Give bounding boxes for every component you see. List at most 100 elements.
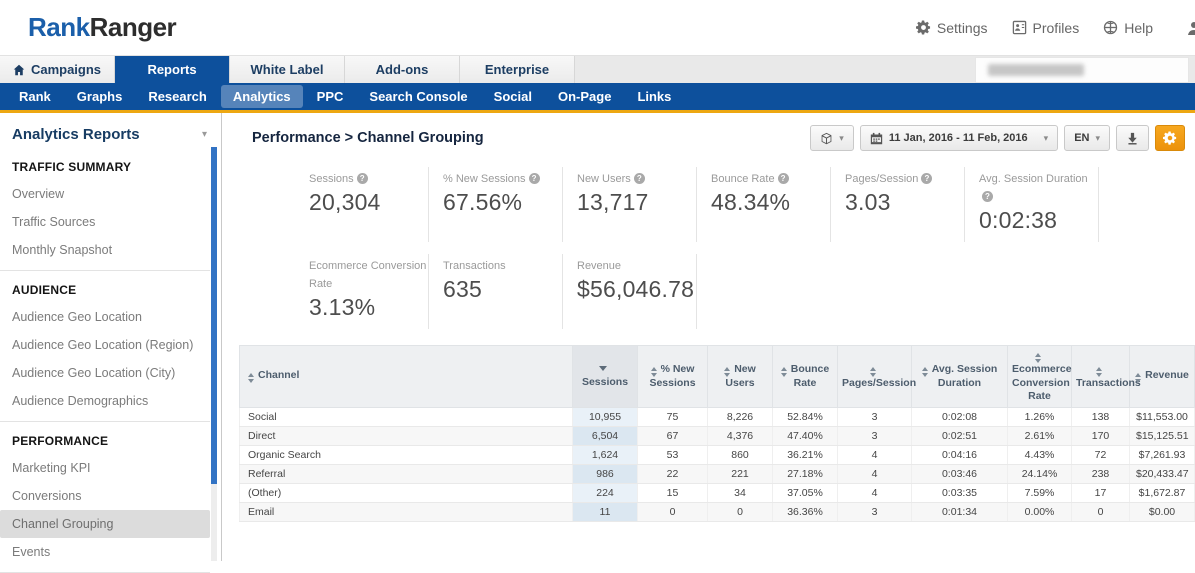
help-tooltip-icon[interactable]: ? [633,173,645,184]
stat-label: Pages/Session [845,173,919,185]
table-cell: 47.40% [772,426,838,446]
column-header-new-sessions[interactable]: % New Sessions [637,345,708,408]
sidebar-item-audience-geo-location-city[interactable]: Audience Geo Location (City) [12,366,176,380]
column-header-ecommerce-conversion-rate[interactable]: Ecommerce Conversion Rate [1007,345,1072,408]
sidebar-item-events[interactable]: Events [12,545,51,559]
sort-both-icon [1095,366,1102,377]
column-label: New Users [725,362,756,389]
tab-label: Add-ons [375,62,429,77]
stat-value: 20,304 [309,189,381,215]
column-label: Revenue [1145,369,1189,382]
sidebar-item-conversions[interactable]: Conversions [12,489,82,503]
help-tooltip-icon[interactable]: ? [921,173,933,184]
help-menu[interactable]: Help [1103,20,1153,36]
sidebar-item-audience-geo-location-region[interactable]: Audience Geo Location (Region) [12,338,194,352]
column-header-revenue[interactable]: Revenue [1129,345,1195,408]
settings-menu[interactable]: Settings [915,20,988,36]
table-cell: 0 [637,502,708,522]
table-cell: 3 [837,426,912,446]
sidebar-item-audience-geo-location[interactable]: Audience Geo Location [12,310,142,324]
subnav-item-rank[interactable]: Rank [19,89,51,104]
sort-both-icon [921,366,928,377]
subnav-item-links[interactable]: Links [637,89,672,104]
help-tooltip-icon[interactable]: ? [528,173,540,184]
table-cell: Referral [239,464,573,484]
table-cell: 15 [637,483,708,503]
help-label: Help [1124,19,1153,36]
table-cell: 138 [1071,407,1130,427]
table-cell: 0:02:08 [911,407,1008,427]
report-settings-button[interactable] [1155,125,1185,151]
table-cell: 24.14% [1007,464,1072,484]
stat-card-bounce-rate: Bounce Rate? 48.34% [697,167,831,242]
sidebar-item-traffic-sources[interactable]: Traffic Sources [12,215,96,229]
column-header-channel[interactable]: Channel [239,345,573,408]
tab-enterprise[interactable]: Enterprise [460,56,575,83]
top-header: RankRanger Settings Profiles Help [0,0,1195,55]
sidebar-title: Analytics Reports [12,126,140,143]
subnav-item-analytics[interactable]: Analytics [220,85,303,108]
tab-add-ons[interactable]: Add-ons [345,56,460,83]
subnav-item-graphs[interactable]: Graphs [76,89,123,104]
table-cell: $0.00 [1129,502,1195,522]
subnav-item-on-page[interactable]: On-Page [557,89,612,104]
sort-desc-icon [598,365,607,371]
subnav-item-research[interactable]: Research [148,89,207,104]
table-cell: 37.05% [772,483,838,503]
column-header-new-users[interactable]: New Users [707,345,773,408]
stat-value: 3.03 [845,189,891,215]
stat-card-new-users: New Users? 13,717 [563,167,697,242]
column-header-sessions[interactable]: Sessions [572,345,638,408]
sidebar-item-overview[interactable]: Overview [12,187,65,201]
tab-reports[interactable]: Reports [115,56,230,83]
calendar-icon [870,132,883,144]
download-button[interactable] [1116,125,1149,151]
stat-value: 67.56% [443,189,523,215]
sidebar-item-monthly-snapshot[interactable]: Monthly Snapshot [12,243,113,257]
sidebar-divider [0,421,210,422]
help-tooltip-icon[interactable]: ? [356,173,368,184]
rankranger-logo[interactable]: RankRanger [28,12,177,43]
column-header-avg-session-duration[interactable]: Avg. Session Duration [911,345,1008,408]
sort-both-icon [650,366,657,377]
campaign-selector[interactable] [975,57,1189,83]
subnav-item-ppc[interactable]: PPC [316,89,344,104]
tab-campaigns[interactable]: Campaigns [0,56,115,83]
home-icon [13,64,25,75]
date-range-picker[interactable]: 11 Jan, 2016 - 11 Feb, 2016 ▾ [859,125,1059,151]
table-cell: 2.61% [1007,426,1072,446]
language-value: EN [1074,132,1090,144]
stat-card-sessions: Sessions? 20,304 [309,167,429,242]
table-cell: 4,376 [707,426,773,446]
sidebar-item-channel-grouping[interactable]: Channel Grouping [0,510,210,538]
help-tooltip-icon[interactable]: ? [777,173,789,184]
stat-card-revenue: Revenue $56,046.78 [563,254,697,329]
subnav-item-search-console[interactable]: Search Console [369,89,468,104]
table-cell: 34 [707,483,773,503]
sidebar-item-marketing-kpi[interactable]: Marketing KPI [12,461,91,475]
column-header-bounce-rate[interactable]: Bounce Rate [772,345,838,408]
table-cell: 4 [837,464,912,484]
column-header-transactions[interactable]: Transactions [1071,345,1141,408]
table-cell: 36.36% [772,502,838,522]
table-cell: 8,226 [707,407,773,427]
table-row-direct: Direct 6,504 67 4,376 47.40% 3 0:02:51 2.61% 170… [239,426,1195,446]
sidebar-section-performance: PERFORMANCE [12,434,109,448]
profiles-menu[interactable]: Profiles [1012,20,1079,36]
sidebar-item-audience-demographics[interactable]: Audience Demographics [12,394,149,408]
help-tooltip-icon[interactable]: ? [982,191,993,202]
user-account-icon[interactable] [1186,20,1195,36]
column-header-pages-session[interactable]: Pages/Session [837,345,916,408]
report-type-button[interactable]: ▾ [810,125,854,151]
sidebar-collapse-caret-icon[interactable]: ▾ [201,129,207,140]
table-cell: 0:04:16 [911,445,1008,465]
sidebar-scrollbar-thumb[interactable] [211,147,217,484]
caret-down-icon: ▾ [1095,132,1100,143]
globe-help-icon [1104,20,1118,35]
summary-stats: Sessions? 20,304 % New Sessions? 67.56% New … [309,167,1195,329]
stat-label: Bounce Rate [711,173,775,185]
stat-card-transactions: Transactions 635 [429,254,563,329]
subnav-item-social[interactable]: Social [493,89,532,104]
tab-white-label[interactable]: White Label [230,56,345,83]
language-selector[interactable]: EN ▾ [1064,125,1110,151]
